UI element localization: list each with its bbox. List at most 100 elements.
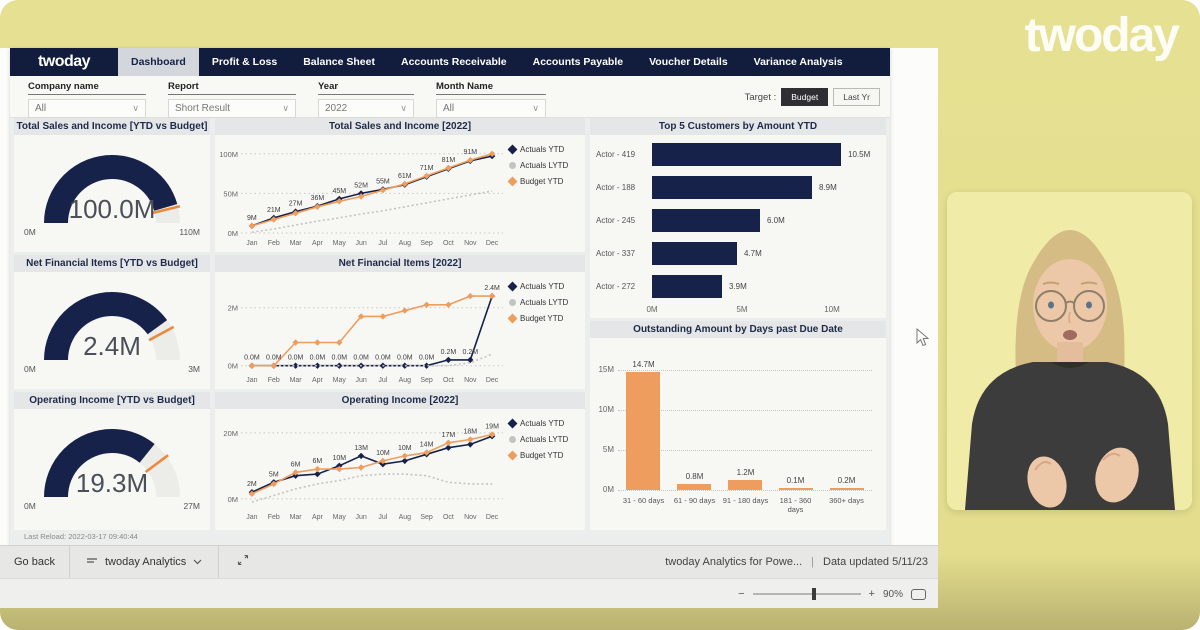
bar-chart-top-customers: Actor - 419 10.5M Actor - 188 8.9M Actor - 2…: [590, 135, 886, 318]
data-point: [248, 362, 256, 369]
bar[interactable]: [652, 176, 812, 199]
panel-title: Outstanding Amount by Days past Due Date: [590, 321, 886, 338]
tab-voucher-details[interactable]: Voucher Details: [649, 56, 728, 68]
svg-text:Apr: Apr: [312, 377, 324, 384]
x-axis-tick: 0M: [646, 305, 658, 314]
svg-text:Jun: Jun: [355, 240, 366, 247]
data-point: [488, 292, 496, 300]
gauge-max-label: 110M: [179, 227, 200, 237]
svg-text:0M: 0M: [228, 229, 238, 238]
data-point: [379, 187, 387, 194]
zoom-bar: − + 90%: [0, 578, 938, 608]
data-point: [270, 362, 277, 369]
tab-balance-sheet[interactable]: Balance Sheet: [303, 56, 375, 68]
panel-title: Net Financial Items [2022]: [215, 255, 585, 272]
svg-text:Apr: Apr: [312, 514, 324, 521]
filter-month-name: Month Name All ∨: [436, 81, 546, 118]
bar-value-label: 0.1M: [786, 476, 805, 485]
svg-text:6M: 6M: [313, 458, 323, 465]
data-point: [401, 362, 408, 369]
line-chart-operating-income: 0M 20M Jan Feb Mar Apr May Jun Jul Aug Sep Oct Nov De…: [215, 409, 585, 523]
legend-label: Actuals YTD: [520, 282, 565, 291]
zoom-slider[interactable]: [752, 588, 861, 600]
bar[interactable]: [626, 372, 660, 490]
legend-label: Budget YTD: [520, 314, 564, 323]
gauge-min-label: 0M: [24, 501, 36, 511]
svg-text:0.0M: 0.0M: [244, 355, 260, 362]
svg-text:Oct: Oct: [443, 377, 454, 384]
filter-dropdown[interactable]: All ∨: [28, 99, 146, 118]
bar[interactable]: [652, 143, 841, 166]
zoom-in-button[interactable]: +: [868, 588, 875, 600]
filter-dropdown[interactable]: All ∨: [436, 99, 546, 118]
gauge-net-financial: 2.4M 0M 3M: [14, 272, 210, 374]
svg-text:17M: 17M: [442, 432, 456, 439]
app-menu-button[interactable]: twoday Analytics: [70, 556, 218, 568]
svg-text:Aug: Aug: [399, 377, 412, 384]
target-option-budget[interactable]: Budget: [781, 88, 829, 106]
svg-text:Mar: Mar: [290, 514, 303, 521]
tab-dashboard[interactable]: Dashboard: [118, 48, 199, 76]
zoom-slider-handle[interactable]: [811, 588, 816, 600]
tab-accounts-receivable[interactable]: Accounts Receivable: [400, 56, 507, 68]
svg-text:Feb: Feb: [268, 377, 280, 384]
data-point: [292, 210, 299, 217]
line-chart-svg: 0M 2M Jan Feb Mar Apr May Jun Jul Aug Sep Oct Nov Dec…: [228, 285, 503, 384]
bar[interactable]: [652, 209, 760, 232]
nav-tabs: Dashboard Profit & Loss Balance Sheet Accou…: [118, 48, 890, 76]
svg-text:Jul: Jul: [378, 240, 387, 247]
brand-logo: twoday: [1024, 9, 1180, 62]
bar[interactable]: [652, 242, 737, 265]
filters: Company name All ∨ Report Short Result ∨ Year 2…: [28, 81, 546, 118]
data-point: [467, 356, 474, 364]
bar[interactable]: [728, 480, 762, 490]
data-point: [379, 461, 387, 468]
data-point: [357, 313, 365, 320]
panel-title: Operating Income [YTD vs Budget]: [14, 392, 210, 409]
bar[interactable]: [830, 488, 864, 490]
gauge-max-label: 27M: [183, 501, 200, 511]
target-option-last-yr[interactable]: Last Yr: [833, 88, 880, 106]
svg-text:Jul: Jul: [378, 514, 387, 521]
tab-accounts-payable[interactable]: Accounts Payable: [532, 56, 624, 68]
browser-viewport: twoday Dashboard Profit & Loss Balance She…: [0, 48, 938, 608]
data-point: [314, 470, 321, 478]
bar[interactable]: [677, 484, 711, 490]
bar-category-label: 91 - 180 days: [722, 496, 769, 505]
panel-title: Total Sales and Income [YTD vs Budget]: [14, 118, 210, 135]
svg-text:14M: 14M: [420, 442, 434, 449]
filter-label: Year: [318, 81, 414, 95]
svg-text:36M: 36M: [311, 195, 325, 202]
bar-category-label: Actor - 337: [596, 249, 636, 258]
bar-value-label: 14.7M: [632, 360, 655, 369]
tab-profit-loss[interactable]: Profit & Loss: [211, 56, 278, 68]
go-back-button[interactable]: Go back: [14, 556, 55, 568]
zoom-out-button[interactable]: −: [738, 588, 745, 600]
svg-text:0.0M: 0.0M: [419, 355, 435, 362]
fit-to-screen-button[interactable]: [911, 588, 926, 600]
circle-marker-icon: [509, 162, 516, 169]
bar[interactable]: [779, 488, 813, 490]
legend-label: Budget YTD: [520, 451, 564, 460]
tab-variance-analysis[interactable]: Variance Analysis: [753, 56, 843, 68]
filter-dropdown[interactable]: Short Result ∨: [168, 99, 296, 118]
line-panel-total-sales: Total Sales and Income [2022] 0M 50M 100M J…: [215, 118, 585, 252]
svg-text:0.0M: 0.0M: [266, 355, 282, 362]
chevron-down-icon: ∨: [400, 103, 407, 113]
data-point: [270, 480, 277, 488]
svg-text:0.0M: 0.0M: [353, 355, 369, 362]
svg-text:81M: 81M: [442, 157, 456, 164]
focus-mode-button[interactable]: [219, 553, 267, 571]
target-label: Target :: [744, 91, 777, 103]
data-point: [270, 216, 277, 223]
data-point: [292, 362, 299, 369]
bar[interactable]: [652, 275, 722, 298]
legend-item-actuals-lytd: Actuals LYTD: [509, 298, 568, 307]
legend-label: Actuals YTD: [520, 145, 565, 154]
data-point: [488, 150, 496, 157]
svg-text:6M: 6M: [291, 461, 301, 468]
nav-bar: twoday Dashboard Profit & Loss Balance She…: [10, 48, 890, 76]
filter-dropdown[interactable]: 2022 ∨: [318, 99, 414, 118]
legend-item-actuals-ytd: Actuals YTD: [507, 281, 568, 292]
chevron-down-icon: ∨: [532, 103, 539, 113]
